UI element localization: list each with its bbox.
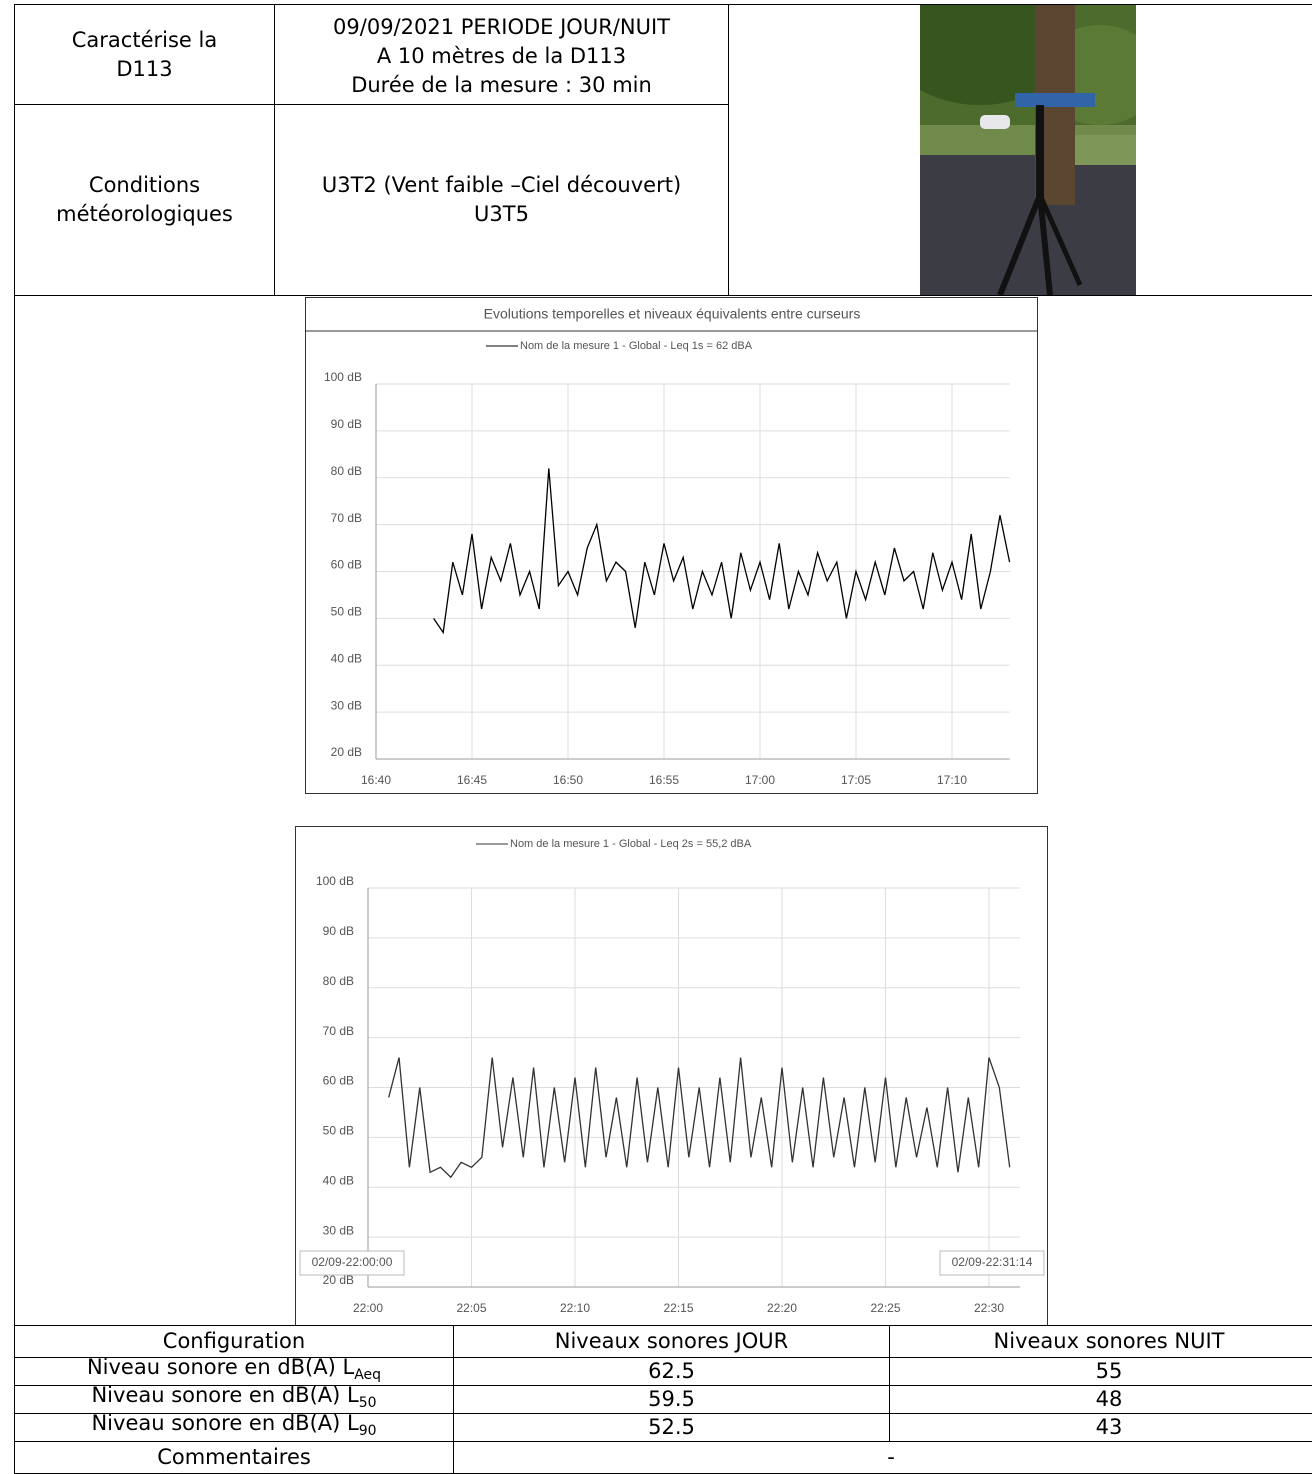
- table-cell: 48: [889, 1385, 1312, 1414]
- y-tick-label: 40 dB: [323, 1173, 354, 1187]
- y-tick-label: 90 dB: [323, 924, 354, 938]
- chart-title: Evolutions temporelles et niveaux équiva…: [484, 306, 861, 322]
- y-tick-label: 20 dB: [331, 745, 362, 759]
- page: Caractérise laD113 09/09/2021 PERIODE JO…: [0, 0, 1312, 1470]
- text: D113: [116, 55, 172, 84]
- y-tick-label: 80 dB: [323, 974, 354, 988]
- x-tick-label: 22:25: [870, 1301, 900, 1315]
- table-cell: -: [453, 1441, 1312, 1474]
- text: Niveaux sonores NUIT: [994, 1327, 1225, 1356]
- y-tick-label: 70 dB: [331, 511, 362, 525]
- text: Caractérise la: [72, 26, 217, 55]
- text: 55: [1096, 1357, 1123, 1386]
- table-cell: 43: [889, 1413, 1312, 1442]
- text: -: [887, 1443, 895, 1472]
- x-tick-label: 22:30: [974, 1301, 1004, 1315]
- y-tick-label: 60 dB: [323, 1074, 354, 1088]
- text: Niveau sonore en dB(A) L: [91, 1383, 358, 1407]
- series-line: [389, 1058, 1010, 1178]
- x-tick-label: 16:40: [361, 773, 391, 787]
- text: 52.5: [648, 1413, 695, 1442]
- text: Configuration: [163, 1327, 305, 1356]
- x-tick-label: 17:05: [841, 773, 871, 787]
- text: météorologiques: [56, 200, 233, 229]
- subscript: 90: [359, 1423, 377, 1439]
- table-cell: 62.5: [453, 1357, 890, 1386]
- chart: Evolutions temporelles et niveaux équiva…: [305, 297, 1038, 794]
- text: Niveau sonore en dB(A) L: [87, 1355, 354, 1379]
- x-tick-label: 22:15: [663, 1301, 693, 1315]
- text: 48: [1096, 1385, 1123, 1414]
- y-tick-label: 90 dB: [331, 417, 362, 431]
- text: A 10 mètres de la D113: [377, 42, 626, 71]
- table-cell: Niveau sonore en dB(A) L90: [14, 1413, 454, 1442]
- table-cell: 52.5: [453, 1413, 890, 1442]
- x-tick-label: 16:45: [457, 773, 487, 787]
- table-cell: 55: [889, 1357, 1312, 1386]
- table-cell: 59.5: [453, 1385, 890, 1414]
- x-tick-label: 17:10: [937, 773, 967, 787]
- x-tick-label: 22:05: [456, 1301, 486, 1315]
- text: Commentaires: [157, 1443, 311, 1472]
- x-tick-label: 17:00: [745, 773, 775, 787]
- text: Niveau sonore en dB(A) L: [91, 1411, 358, 1435]
- text: U3T5: [474, 200, 529, 229]
- y-tick-label: 80 dB: [331, 464, 362, 478]
- annotation: 02/09-22:00:00: [312, 1255, 393, 1269]
- text: 59.5: [648, 1385, 695, 1414]
- photo: [920, 5, 1136, 295]
- text: U3T2 (Vent faible –Ciel découvert): [322, 171, 681, 200]
- text: Durée de la mesure : 30 min: [351, 71, 652, 100]
- legend-label: Nom de la mesure 1 - Global - Leq 1s = 6…: [520, 340, 753, 352]
- y-tick-label: 70 dB: [323, 1024, 354, 1038]
- y-tick-label: 50 dB: [323, 1124, 354, 1138]
- x-tick-label: 22:20: [767, 1301, 797, 1315]
- legend-label: Nom de la mesure 1 - Global - Leq 2s = 5…: [510, 838, 752, 850]
- x-tick-label: 22:10: [560, 1301, 590, 1315]
- series-line: [434, 468, 1010, 632]
- text: 62.5: [648, 1357, 695, 1386]
- annotation: 02/09-22:31:14: [952, 1255, 1033, 1269]
- text: Conditions: [89, 171, 200, 200]
- x-tick-label: 16:55: [649, 773, 679, 787]
- y-tick-label: 30 dB: [331, 698, 362, 712]
- x-tick-label: 22:00: [353, 1301, 383, 1315]
- y-tick-label: 100 dB: [324, 370, 362, 384]
- y-tick-label: 60 dB: [331, 558, 362, 572]
- text: 09/09/2021 PERIODE JOUR/NUIT: [333, 13, 670, 42]
- y-tick-label: 50 dB: [331, 605, 362, 619]
- y-tick-label: 30 dB: [323, 1223, 354, 1237]
- y-tick-label: 40 dB: [331, 651, 362, 665]
- text: 43: [1096, 1413, 1123, 1442]
- table-cell: Commentaires: [14, 1441, 454, 1474]
- weather-cell: U3T2 (Vent faible –Ciel découvert)U3T5: [274, 104, 729, 296]
- y-tick-label: 100 dB: [316, 874, 354, 888]
- table-header: Niveaux sonores JOUR: [453, 1325, 890, 1358]
- table-header: Niveaux sonores NUIT: [889, 1325, 1312, 1358]
- text: Niveaux sonores JOUR: [555, 1327, 789, 1356]
- x-tick-label: 16:50: [553, 773, 583, 787]
